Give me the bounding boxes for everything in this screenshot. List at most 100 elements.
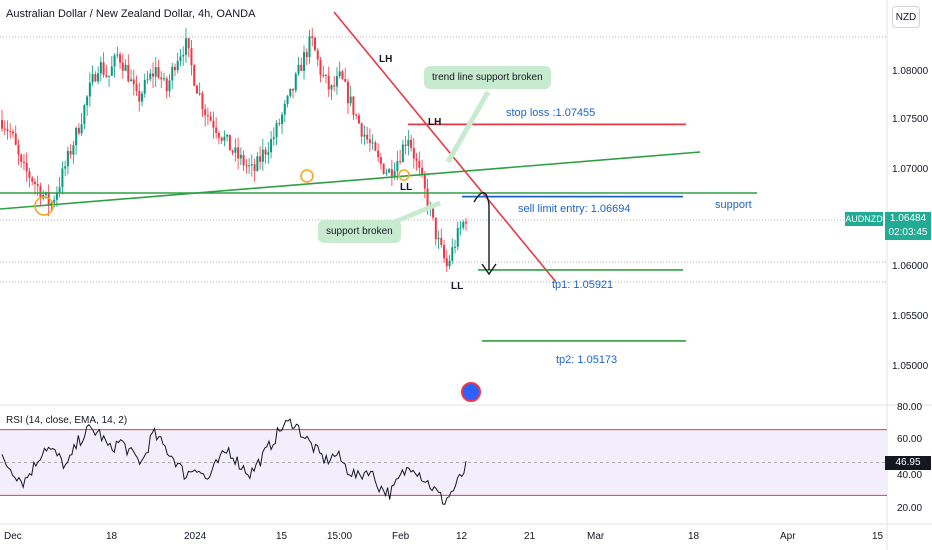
candle-body <box>69 151 72 155</box>
candle-body <box>88 82 91 97</box>
candle-body <box>9 131 12 133</box>
candle-body <box>157 67 160 78</box>
lower-high-marker: LH <box>379 54 393 65</box>
candle-body <box>242 154 245 166</box>
price-label: 1.06000 <box>892 261 929 272</box>
rsi-indicator <box>0 418 887 505</box>
candle-body <box>171 67 174 81</box>
candle-body <box>231 150 234 153</box>
candle-body <box>108 75 111 77</box>
candle-body <box>195 85 198 94</box>
candle-body <box>341 71 344 79</box>
candle-body <box>292 88 295 91</box>
candle-body <box>53 199 56 203</box>
time-label: Mar <box>587 531 605 542</box>
candle-body <box>119 54 122 63</box>
candle-body <box>209 116 212 121</box>
candle-body <box>6 129 9 132</box>
candle-body <box>215 127 218 133</box>
candle-body <box>355 114 358 116</box>
candle-body <box>66 151 69 167</box>
candle-body <box>357 115 360 124</box>
last-price-tag: 1.06484 02:03:45 <box>885 212 931 240</box>
candle-body <box>245 165 248 167</box>
candle-body <box>22 161 25 163</box>
candle-body <box>17 144 20 155</box>
candle-body <box>25 162 28 172</box>
candle-body <box>377 150 380 158</box>
time-label: 21 <box>524 531 536 542</box>
support-broken-note: support broken <box>318 220 401 243</box>
candle-body <box>412 148 415 159</box>
candle-body <box>275 123 278 138</box>
time-label: 18 <box>106 531 118 542</box>
candle-body <box>61 168 64 188</box>
candle-body <box>182 55 185 57</box>
candle-body <box>36 184 39 186</box>
candle-body <box>110 66 113 76</box>
candle-body <box>465 221 467 224</box>
trade-drawings <box>0 11 757 402</box>
lower-low-marker: LL <box>400 182 413 193</box>
candle-body <box>462 221 465 228</box>
candle-body <box>335 76 338 87</box>
candle-body <box>368 139 371 144</box>
time-label: 15:00 <box>327 531 353 542</box>
candle-body <box>86 96 89 106</box>
stop-loss-label: stop loss :1.07455 <box>506 107 596 119</box>
candle-body <box>399 161 402 163</box>
candle-body <box>162 78 165 80</box>
candle-body <box>253 164 256 171</box>
candle-body <box>313 37 316 51</box>
candle-body <box>256 156 259 171</box>
candle-body <box>80 124 83 134</box>
currency-button[interactable]: NZD <box>892 6 920 28</box>
price-label: 1.05500 <box>892 311 929 322</box>
candle-body <box>421 167 424 175</box>
candle-body <box>272 137 275 140</box>
rsi-label: RSI (14, close, EMA, 14, 2) <box>6 415 128 426</box>
time-label: 2024 <box>184 531 207 542</box>
candle-body <box>278 123 281 125</box>
lower-low-marker: LL <box>451 281 464 292</box>
candle-body <box>432 207 435 218</box>
note-pointer <box>445 90 491 164</box>
candle-body <box>193 65 196 86</box>
candle-body <box>116 54 119 56</box>
candle-body <box>418 160 421 168</box>
candle-body <box>201 93 204 110</box>
candle-body <box>303 52 306 71</box>
candle-body <box>220 137 223 141</box>
candle-body <box>239 154 242 159</box>
candle-body <box>311 36 314 38</box>
candle-body <box>105 74 108 77</box>
time-label: Apr <box>780 531 796 542</box>
price-label: 1.05000 <box>892 361 929 372</box>
candle-body <box>127 64 130 82</box>
sell-entry-label: sell limit entry: 1.06694 <box>518 203 631 215</box>
candle-body <box>77 127 80 134</box>
candle-body <box>217 132 220 138</box>
candle-body <box>410 139 413 149</box>
candle-body <box>451 247 454 261</box>
candle-body <box>234 147 237 153</box>
candle-body <box>401 144 404 163</box>
candle-body <box>324 74 327 76</box>
candle-body <box>206 115 209 117</box>
candle-body <box>319 59 322 76</box>
candle-body <box>300 64 303 71</box>
candle-body <box>443 245 446 259</box>
candle-body <box>388 169 391 173</box>
candle-body <box>423 174 426 189</box>
rsi-axis-label: 60.00 <box>897 434 923 445</box>
candle-body <box>28 171 31 178</box>
candle-body <box>360 123 363 137</box>
rsi-line <box>1 418 467 505</box>
candle-body <box>14 133 17 145</box>
candle-body <box>75 127 78 146</box>
candle-body <box>64 166 67 169</box>
event-icon <box>461 382 481 402</box>
candle-body <box>146 79 149 81</box>
candle-body <box>363 134 366 137</box>
